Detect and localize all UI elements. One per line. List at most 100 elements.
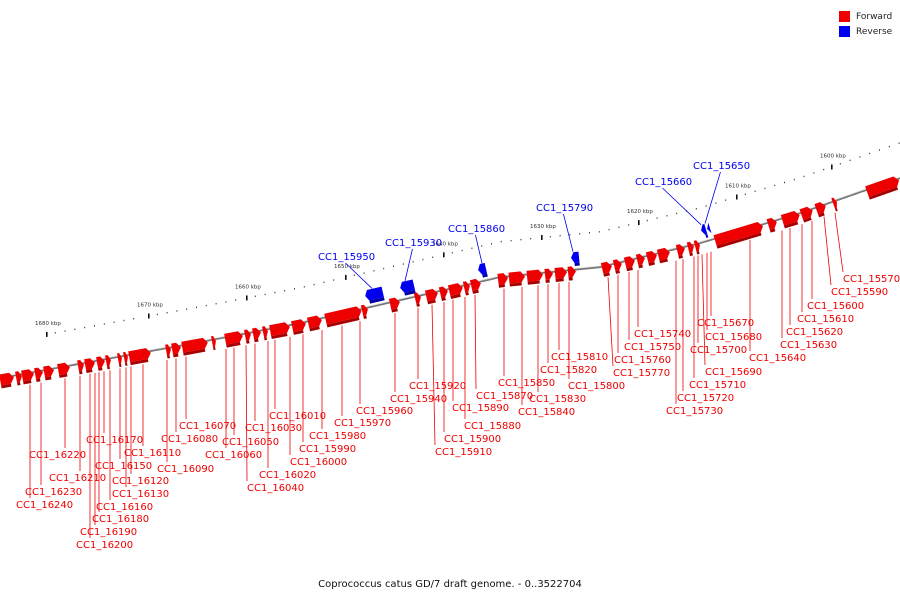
forward-gene: [34, 367, 43, 383]
forward-gene: [438, 286, 448, 302]
legend: Forward Reverse: [839, 9, 892, 39]
gene-label: CC1_15660: [635, 177, 692, 188]
gene-label: CC1_15940: [390, 394, 447, 405]
forward-gene: [766, 217, 777, 233]
gene-label: CC1_15750: [624, 342, 681, 353]
minor-tick: [254, 295, 256, 297]
gene-label: CC1_16110: [124, 448, 181, 459]
minor-tick: [849, 159, 851, 162]
forward-gene: [656, 247, 670, 264]
leader-line: [431, 304, 436, 446]
gene-label: CC1_16060: [205, 450, 262, 461]
legend-forward: Forward: [839, 9, 892, 24]
minor-tick: [559, 235, 561, 237]
minor-tick: [628, 224, 630, 226]
minor-tick: [520, 238, 522, 241]
genome-backbone-highlight: [0, 176, 900, 379]
minor-tick: [888, 145, 890, 148]
minor-tick: [313, 283, 315, 286]
gene-label: CC1_15990: [299, 444, 356, 455]
tick-mark: [246, 295, 248, 301]
minor-tick: [123, 319, 125, 322]
gene-label: CC1_15790: [536, 203, 593, 214]
forward-gene: [424, 288, 438, 305]
minor-tick: [215, 303, 217, 305]
forward-gene: [84, 358, 95, 374]
minor-tick: [618, 226, 620, 228]
minor-tick: [608, 228, 610, 231]
forward-gene: [469, 278, 481, 294]
gene-label: CC1_15840: [518, 407, 575, 418]
forward-gene: [0, 372, 14, 389]
leader-line: [823, 216, 832, 286]
leader-line: [345, 262, 373, 289]
reverse-gene: [707, 222, 713, 237]
forward-swatch: [839, 11, 850, 22]
minor-tick: [205, 304, 207, 307]
forward-gene: [462, 281, 470, 296]
forward-gene: [128, 348, 151, 366]
tick-mark: [345, 274, 347, 280]
minor-tick: [323, 281, 325, 284]
forward-gene: [244, 329, 251, 344]
minor-tick: [569, 234, 571, 236]
forward-gene: [693, 240, 700, 255]
minor-tick: [166, 312, 168, 314]
gene-label: CC1_16010: [269, 411, 326, 422]
forward-gene: [612, 259, 622, 274]
minor-tick: [656, 217, 658, 219]
gene-label: CC1_15680: [705, 332, 762, 343]
minor-tick: [64, 330, 66, 332]
gene-label: CC1_16170: [86, 435, 143, 446]
minor-tick: [451, 252, 453, 254]
leader-line: [245, 345, 248, 482]
minor-tick: [333, 279, 335, 281]
forward-gene: [306, 315, 322, 332]
forward-gene: [865, 176, 900, 200]
forward-gene: [554, 267, 567, 282]
minor-tick: [598, 231, 600, 233]
forward-gene: [600, 261, 612, 277]
minor-tick: [784, 181, 785, 184]
minor-tick: [898, 142, 900, 144]
gene-label: CC1_15600: [807, 301, 864, 312]
gene-label: CC1_16200: [76, 540, 133, 551]
gene-features: [0, 176, 900, 389]
reverse-gene: [701, 223, 709, 238]
forward-gene: [43, 365, 54, 381]
tick-mark: [736, 194, 738, 200]
minor-tick: [353, 274, 355, 277]
minor-tick: [225, 301, 227, 303]
forward-gene: [269, 322, 290, 340]
forward-gene: [831, 197, 838, 212]
forward-gene: [814, 202, 826, 218]
forward-gene: [675, 244, 685, 259]
forward-gene: [780, 210, 800, 229]
gene-label: CC1_16210: [49, 473, 106, 484]
gene-label: CC1_15640: [749, 353, 806, 364]
gene-label: CC1_15610: [797, 314, 854, 325]
gene-label: CC1_16160: [96, 502, 153, 513]
minor-tick: [471, 247, 473, 249]
forward-gene: [388, 297, 400, 313]
minor-tick: [803, 175, 805, 178]
gene-label: CC1_15850: [498, 378, 555, 389]
minor-tick: [432, 256, 434, 258]
minor-tick: [793, 178, 795, 181]
minor-tick: [363, 272, 365, 274]
minor-tick: [196, 306, 197, 309]
tick-label: 1670 kbp: [137, 303, 163, 309]
minor-tick: [373, 270, 375, 272]
minor-tick: [274, 291, 276, 294]
forward-gene: [211, 335, 216, 351]
minor-tick: [393, 265, 394, 268]
minor-tick: [412, 261, 414, 263]
gene-label: CC1_15900: [444, 434, 501, 445]
minor-tick: [823, 168, 825, 171]
tick-mark: [443, 252, 445, 258]
forward-gene: [799, 206, 813, 223]
minor-tick: [754, 190, 756, 193]
gene-label: CC1_15950: [318, 252, 375, 263]
minor-tick: [94, 325, 95, 327]
forward-gene: [57, 362, 70, 378]
